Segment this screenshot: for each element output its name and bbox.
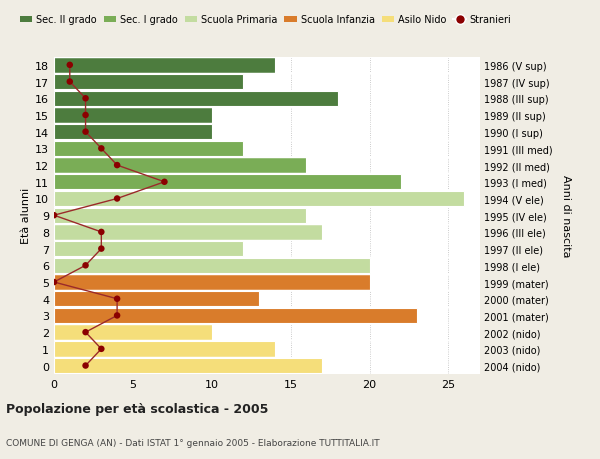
Bar [54, 141, 244, 157]
Bar [54, 241, 244, 257]
Point [81, 329, 91, 336]
Point [49, 279, 59, 286]
Point [97, 146, 106, 153]
Point [81, 362, 91, 369]
Bar [54, 125, 212, 140]
Point [112, 162, 122, 169]
Bar [54, 191, 464, 207]
Bar [54, 275, 370, 290]
Bar [54, 325, 212, 340]
Point [160, 179, 169, 186]
Point [112, 196, 122, 203]
Point [112, 312, 122, 319]
Bar [54, 225, 322, 240]
Point [112, 296, 122, 303]
Point [65, 78, 74, 86]
Point [97, 246, 106, 253]
Point [81, 129, 91, 136]
Bar [54, 58, 275, 73]
Bar [54, 341, 275, 357]
Point [81, 262, 91, 269]
Point [97, 346, 106, 353]
Bar [54, 91, 338, 106]
Bar [54, 358, 322, 374]
Point [65, 62, 74, 69]
Point [49, 212, 59, 219]
Text: Popolazione per età scolastica - 2005: Popolazione per età scolastica - 2005 [6, 403, 268, 415]
Bar [54, 75, 244, 90]
Legend: Sec. II grado, Sec. I grado, Scuola Primaria, Scuola Infanzia, Asilo Nido, Stran: Sec. II grado, Sec. I grado, Scuola Prim… [16, 11, 515, 29]
Point [81, 95, 91, 103]
Bar [54, 158, 307, 174]
Text: COMUNE DI GENGA (AN) - Dati ISTAT 1° gennaio 2005 - Elaborazione TUTTITALIA.IT: COMUNE DI GENGA (AN) - Dati ISTAT 1° gen… [6, 438, 380, 448]
Point [97, 229, 106, 236]
Bar [54, 258, 370, 274]
Point [81, 112, 91, 119]
Bar [54, 175, 401, 190]
Bar [54, 291, 259, 307]
Y-axis label: Età alunni: Età alunni [21, 188, 31, 244]
Bar [54, 108, 212, 123]
Bar [54, 208, 307, 224]
Bar [54, 308, 417, 324]
Y-axis label: Anni di nascita: Anni di nascita [561, 174, 571, 257]
